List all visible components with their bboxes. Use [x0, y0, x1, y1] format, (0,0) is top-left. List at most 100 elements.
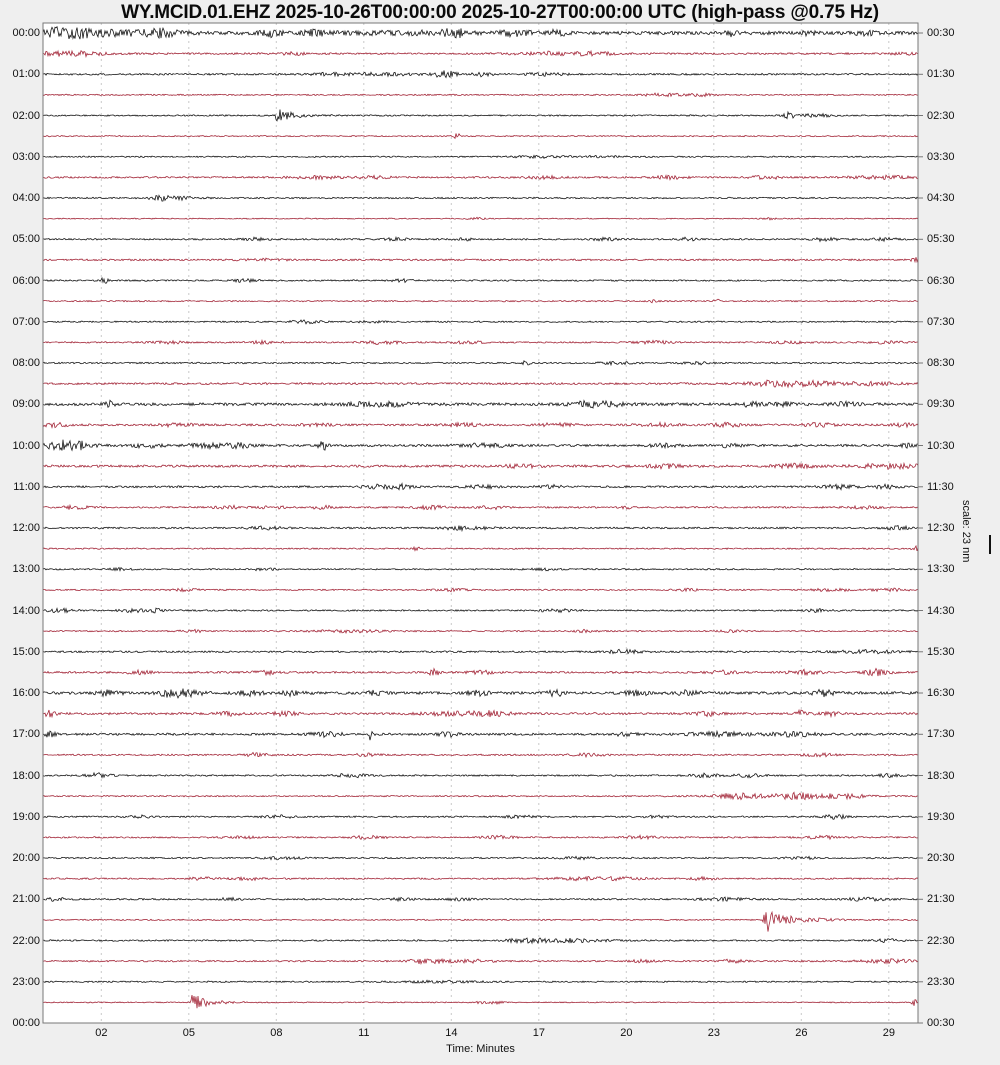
trace-18:00: [42, 771, 919, 779]
trace-06:00: [42, 276, 919, 284]
time-label-left: 20:00: [12, 852, 40, 864]
trace-15:00: [43, 648, 919, 655]
trace-02:30: [42, 132, 919, 140]
time-label-left: 08:00: [12, 357, 40, 369]
time-label-left: 01:00: [12, 68, 40, 81]
time-label-left: 00:00: [12, 1017, 40, 1029]
time-label-left: 16:00: [12, 687, 40, 699]
time-label-right: 16:30: [927, 687, 955, 699]
minute-tick-label: 26: [795, 1027, 808, 1039]
time-label-right: 09:30: [927, 398, 955, 411]
time-label-right: 20:30: [927, 852, 955, 864]
minute-tick-label: 23: [707, 1027, 720, 1039]
minute-tick-label: 08: [270, 1027, 283, 1039]
minute-tick-label: 17: [532, 1027, 545, 1039]
trace-12:00: [42, 524, 919, 533]
time-label-right: 13:30: [927, 563, 955, 576]
time-label-left: 03:00: [12, 150, 40, 163]
trace-04:30: [42, 216, 919, 221]
trace-11:30: [42, 503, 919, 511]
trace-18:30: [42, 791, 919, 801]
time-label-left: 09:00: [12, 398, 40, 411]
time-label-left: 02:00: [12, 109, 40, 122]
trace-13:30: [42, 587, 919, 593]
trace-16:00: [42, 688, 919, 699]
trace-13:00: [42, 566, 919, 572]
trace-21:30: [42, 910, 919, 932]
time-label-right: 22:30: [927, 934, 955, 947]
trace-19:00: [42, 813, 919, 820]
minute-tick-label: 02: [95, 1027, 108, 1039]
time-label-left: 10:00: [12, 439, 40, 452]
trace-09:00: [42, 399, 919, 409]
time-label-left: 14:00: [12, 604, 40, 617]
trace-03:30: [42, 174, 919, 181]
trace-10:30: [42, 461, 919, 471]
time-label-right: 07:30: [927, 315, 955, 328]
trace-05:00: [42, 235, 919, 243]
trace-08:00: [42, 359, 919, 367]
time-label-left: 21:00: [12, 893, 40, 906]
trace-01:30: [42, 92, 919, 98]
trace-05:30: [42, 257, 919, 264]
time-label-right: 02:30: [927, 109, 955, 122]
trace-03:00: [42, 154, 919, 159]
x-axis-title: Time: Minutes: [446, 1043, 515, 1055]
time-label-right: 11:30: [927, 480, 954, 493]
trace-22:00: [42, 937, 919, 945]
trace-17:00: [43, 729, 919, 741]
time-label-left: 13:00: [12, 563, 40, 576]
trace-07:30: [42, 339, 919, 346]
trace-21:00: [43, 896, 919, 903]
scale-label: scale: 23 nm: [960, 500, 972, 563]
trace-10:00: [42, 439, 918, 452]
time-label-right: 05:30: [927, 233, 955, 246]
trace-00:00: [42, 25, 919, 40]
trace-12:30: [42, 544, 919, 552]
trace-16:30: [42, 708, 919, 719]
time-label-right: 14:30: [927, 604, 955, 617]
time-label-right: 04:30: [927, 192, 955, 204]
time-label-left: 23:00: [12, 975, 40, 988]
trace-06:30: [42, 298, 919, 304]
trace-15:30: [42, 667, 919, 677]
time-label-right: 15:30: [927, 645, 955, 658]
trace-08:30: [42, 379, 919, 389]
trace-02:00: [42, 109, 919, 122]
time-label-left: 05:00: [12, 233, 40, 246]
time-label-left: 12:00: [12, 522, 40, 534]
time-label-left: 22:00: [12, 934, 40, 947]
trace-23:30: [42, 995, 919, 1009]
trace-00:30: [43, 49, 919, 58]
time-label-right: 03:30: [927, 150, 955, 163]
trace-17:30: [43, 751, 919, 759]
minute-tick-label: 20: [620, 1027, 633, 1039]
time-label-left: 04:00: [12, 192, 40, 204]
trace-14:00: [42, 607, 919, 614]
time-label-right: 18:30: [927, 769, 955, 782]
trace-01:00: [42, 70, 919, 79]
chart-title: WY.MCID.01.EHZ 2025-10-26T00:00:00 2025-…: [121, 2, 879, 23]
time-label-right: 10:30: [927, 439, 955, 452]
trace-20:30: [42, 875, 919, 882]
minute-tick-label: 29: [882, 1027, 895, 1039]
time-label-left: 17:00: [12, 728, 40, 741]
trace-22:30: [43, 958, 919, 965]
time-label-right: 19:30: [927, 810, 955, 823]
time-label-right: 17:30: [927, 728, 955, 741]
trace-23:00: [42, 979, 919, 984]
time-label-left: 18:00: [12, 769, 40, 782]
time-label-right: 23:30: [927, 975, 955, 988]
trace-20:00: [42, 855, 919, 861]
time-label-right: 06:30: [927, 274, 955, 287]
time-label-right: 08:30: [927, 357, 955, 369]
trace-04:00: [42, 194, 919, 202]
time-label-right: 00:30: [927, 1017, 955, 1029]
trace-19:30: [42, 834, 919, 841]
time-label-right: 00:30: [927, 27, 955, 39]
time-label-right: 12:30: [927, 522, 955, 534]
trace-09:30: [42, 420, 919, 429]
trace-11:00: [42, 482, 919, 491]
